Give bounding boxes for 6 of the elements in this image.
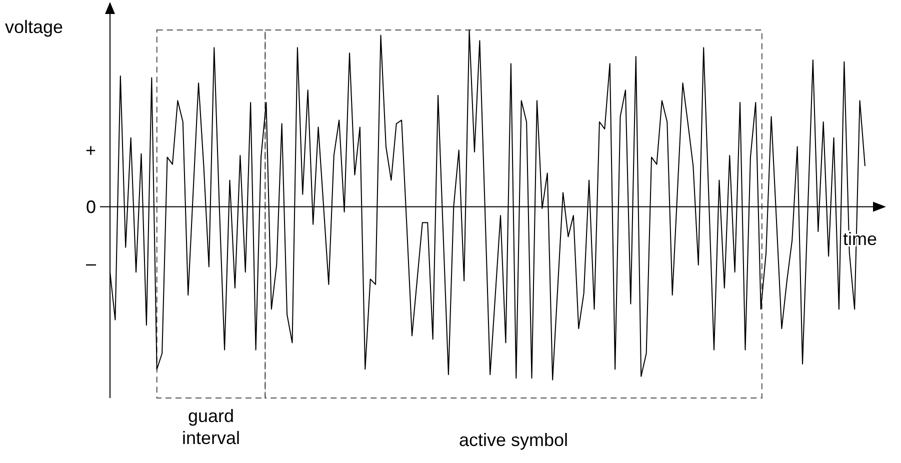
text: – [86, 254, 96, 274]
y-axis-title: voltage [5, 17, 64, 37]
text: 0 [86, 197, 96, 217]
text: guard interval [182, 406, 240, 448]
text: + [85, 140, 96, 160]
text: active symbol [459, 430, 568, 450]
